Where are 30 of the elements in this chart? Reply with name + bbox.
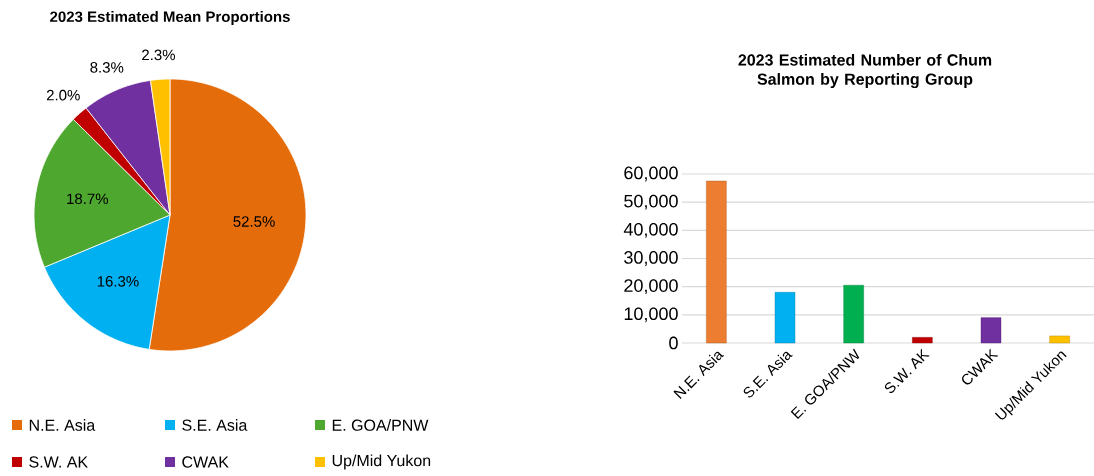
y-tick-label: 0 (669, 336, 678, 350)
data-label: 16.3% (97, 276, 139, 287)
chart-title: 2023 Estimated Mean Proportions (50, 10, 290, 25)
y-tick-label: 10,000 (624, 307, 678, 323)
y-tick-label: 30,000 (624, 251, 678, 266)
data-label: 52.5% (233, 216, 275, 227)
legend-label: S.W. AK (29, 456, 88, 468)
data-label: 8.3% (90, 62, 124, 73)
data-label: 18.7% (67, 193, 109, 205)
bar (706, 180, 727, 344)
legend-label: N.E. Asia (29, 419, 96, 431)
y-tick-label: 60,000 (624, 166, 678, 182)
legend-label: CWAK (182, 456, 229, 468)
y-tick-label: 40,000 (623, 222, 678, 238)
bar (843, 285, 864, 344)
legend-label: S.E. Asia (182, 419, 248, 431)
data-label: 2.3% (142, 49, 175, 61)
chart-title: 2023 Estimated Number of Chum Salmon by Reporting Group (738, 53, 992, 89)
x-tick-label: N.E. Asia (673, 351, 724, 399)
x-tick-label: S.E. Asia (743, 351, 793, 398)
y-tick-label: 50,000 (624, 194, 678, 210)
y-tick-label: 20,000 (624, 279, 678, 295)
legend-label: Up/Mid Yukon (332, 454, 431, 470)
legend-label: E. GOA/PNW (332, 419, 429, 431)
bar (912, 337, 933, 344)
bar (774, 292, 796, 344)
bar (1049, 335, 1070, 344)
bar (980, 317, 1002, 344)
x-tick-label: S.W. AK (884, 348, 930, 394)
data-label: 2.0% (46, 89, 80, 101)
